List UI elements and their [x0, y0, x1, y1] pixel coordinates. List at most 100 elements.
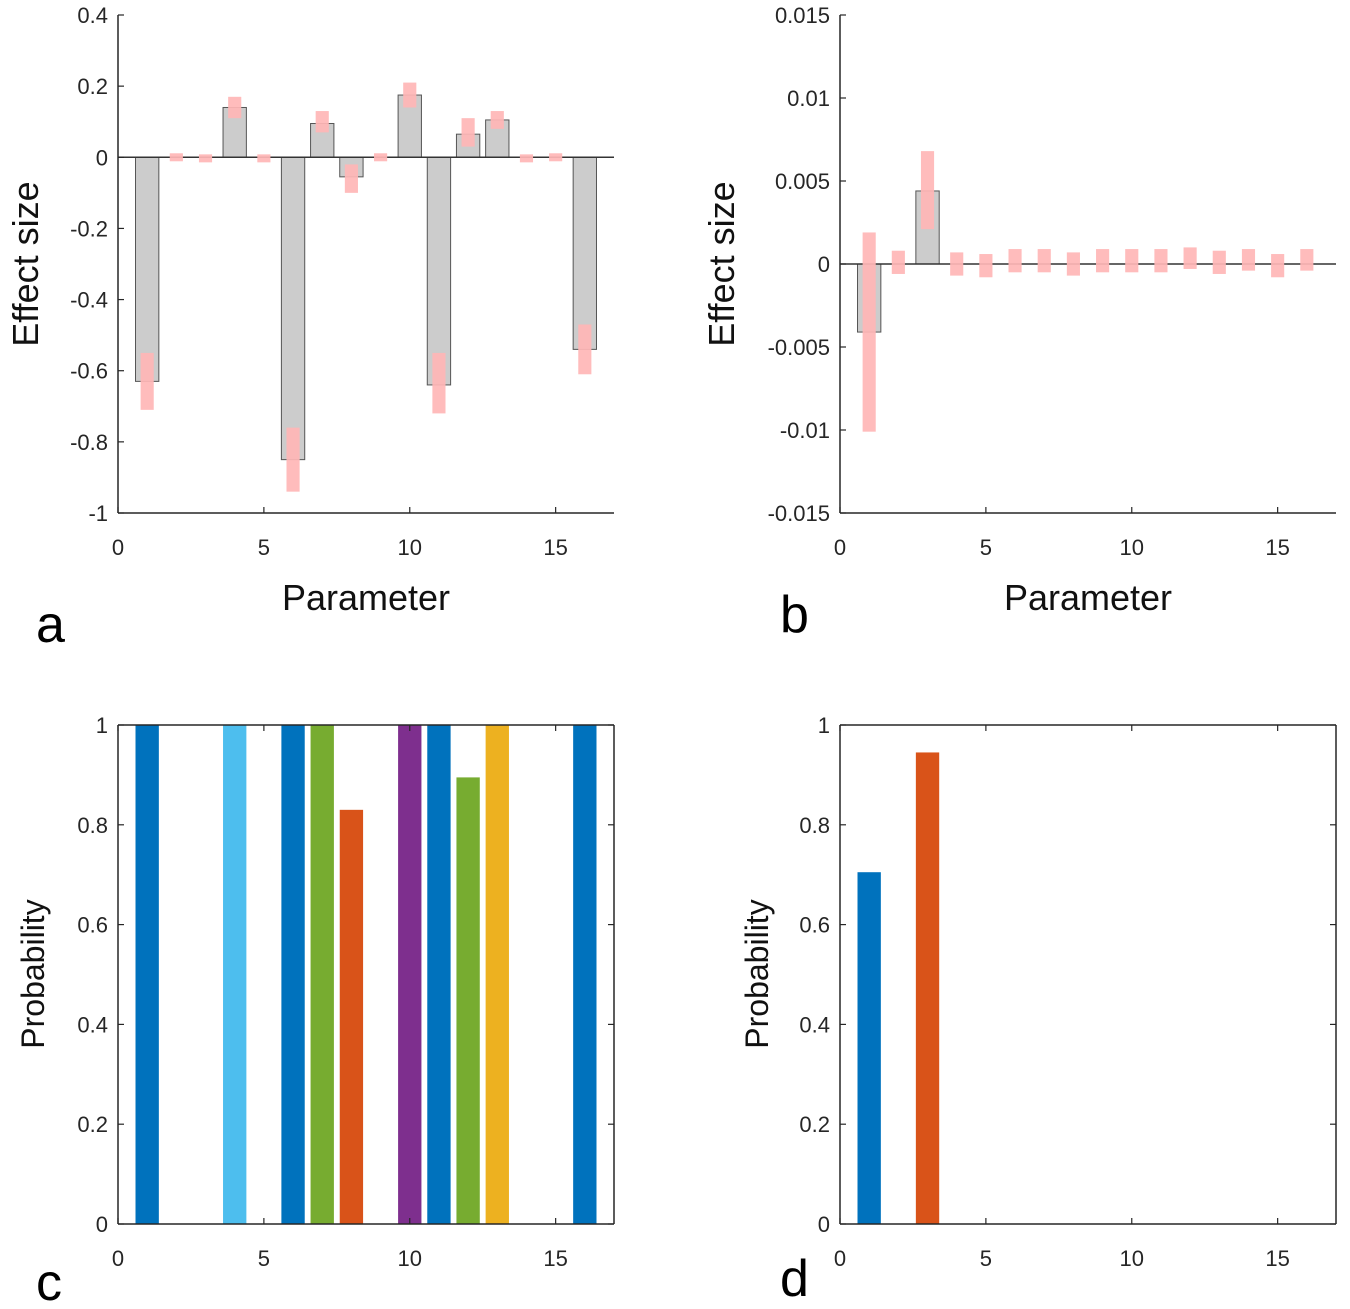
y-tick-label-a: -0.4 [70, 288, 108, 313]
interval-a-14 [519, 154, 534, 163]
interval-a-10 [403, 82, 417, 108]
bar-c-8 [339, 809, 364, 1224]
panel-d: 1 0.8 0.6 0.4 0.2 00 5 10 15 Probability d [739, 713, 1337, 1308]
bar-c-7 [310, 725, 334, 1224]
interval-b-10 [1125, 249, 1139, 273]
x-tick-label-b: 15 [1265, 535, 1289, 560]
y-tick-label-d: 1 [818, 713, 830, 738]
bar-a-11 [426, 156, 452, 386]
y-tick-label-b: 0.015 [775, 3, 830, 28]
interval-a-5 [257, 154, 271, 163]
y-tick-label-c: 0.2 [77, 1112, 108, 1137]
interval-a-3 [198, 154, 213, 163]
interval-b-5 [979, 254, 993, 278]
x-axis-title-a: Parameter [282, 577, 450, 618]
interval-b-9 [1096, 249, 1110, 273]
y-tick-label-a: 0.4 [77, 3, 108, 28]
y-axis-title-c: Probability [15, 899, 51, 1048]
y-tick-label-b: 0.005 [775, 169, 830, 194]
interval-a-6 [286, 427, 300, 492]
interval-b-16 [1300, 249, 1314, 271]
y-tick-label-a: -1 [88, 501, 108, 526]
bar-d-3 [915, 752, 940, 1224]
bar-a-1 [135, 156, 160, 382]
y-tick-label-c: 0.4 [77, 1012, 108, 1037]
x-axis-title-b: Parameter [1004, 577, 1172, 618]
bar-a-16 [572, 156, 597, 350]
interval-a-11 [432, 352, 446, 414]
x-tick-label-c: 0 [112, 1246, 124, 1271]
interval-a-9 [374, 153, 388, 162]
interval-b-7 [1037, 249, 1051, 273]
x-tick-label-d: 10 [1120, 1246, 1144, 1271]
panel-letter-a: a [36, 596, 65, 654]
y-tick-label-c: 0.6 [77, 913, 108, 938]
panel-letter-c: c [36, 1254, 62, 1309]
interval-b-4 [950, 252, 964, 276]
interval-b-8 [1066, 252, 1080, 276]
y-tick-label-b: -0.01 [780, 418, 830, 443]
y-tick-label-b: 0 [818, 252, 830, 277]
y-tick-label-c: 1 [96, 713, 108, 738]
y-tick-label-d: 0.2 [799, 1112, 830, 1137]
bar-c-16 [573, 725, 597, 1224]
x-tick-label-a: 5 [258, 535, 270, 560]
y-tick-label-a: -0.8 [70, 430, 108, 455]
x-tick-label-d: 15 [1265, 1246, 1289, 1271]
y-tick-label-b: 0.01 [787, 86, 830, 111]
bar-c-1 [135, 725, 159, 1224]
interval-a-2 [169, 153, 183, 162]
interval-a-4 [228, 96, 242, 119]
interval-b-11 [1154, 249, 1168, 273]
y-tick-label-c: 0 [96, 1212, 108, 1237]
bar-c-12 [456, 777, 480, 1224]
bar-c-6 [281, 725, 305, 1224]
interval-b-1 [862, 232, 876, 432]
bar-c-10 [398, 725, 422, 1224]
x-tick-label-c: 15 [543, 1246, 567, 1271]
panel-c: 1 0.8 0.6 0.4 0.2 00 5 10 15 Probability c [15, 713, 615, 1309]
y-tick-label-b: -0.005 [768, 335, 830, 360]
y-tick-label-c: 0.8 [77, 813, 108, 838]
y-tick-label-a: -0.2 [70, 216, 108, 241]
x-tick-label-a: 10 [398, 535, 422, 560]
y-tick-label-d: 0 [818, 1212, 830, 1237]
y-tick-label-d: 0.6 [799, 913, 830, 938]
interval-b-15 [1271, 254, 1285, 278]
interval-b-12 [1183, 247, 1197, 269]
panel-letter-b: b [780, 586, 809, 644]
y-axis-title-d: Probability [739, 899, 775, 1048]
interval-a-15 [549, 153, 563, 162]
y-tick-label-d: 0.4 [799, 1012, 830, 1037]
y-tick-label-a: 0 [96, 145, 108, 170]
x-tick-label-c: 10 [398, 1246, 422, 1271]
y-tick-label-a: -0.6 [70, 359, 108, 384]
y-axis-title-b: Effect size [701, 181, 742, 346]
bar-a-6 [280, 156, 306, 461]
x-tick-label-b: 5 [980, 535, 992, 560]
x-tick-label-d: 5 [980, 1246, 992, 1271]
x-tick-label-a: 0 [112, 535, 124, 560]
x-tick-label-b: 10 [1120, 535, 1144, 560]
y-tick-label-b: -0.015 [768, 501, 830, 526]
interval-a-8 [344, 164, 358, 193]
x-tick-label-c: 5 [258, 1246, 270, 1271]
interval-a-1 [140, 352, 154, 410]
interval-a-16 [578, 324, 592, 375]
interval-b-6 [1008, 249, 1022, 273]
bar-c-13 [485, 725, 509, 1224]
panel-letter-d: d [780, 1250, 809, 1308]
bar-d-1 [857, 872, 881, 1224]
y-axis-title-a: Effect size [5, 181, 46, 346]
bar-c-4 [223, 725, 247, 1224]
interval-a-7 [315, 111, 329, 133]
x-tick-label-a: 15 [543, 535, 567, 560]
bar-c-11 [427, 725, 451, 1224]
x-tick-label-b: 0 [834, 535, 846, 560]
interval-b-3 [920, 151, 935, 230]
y-tick-label-a: 0.2 [77, 74, 108, 99]
